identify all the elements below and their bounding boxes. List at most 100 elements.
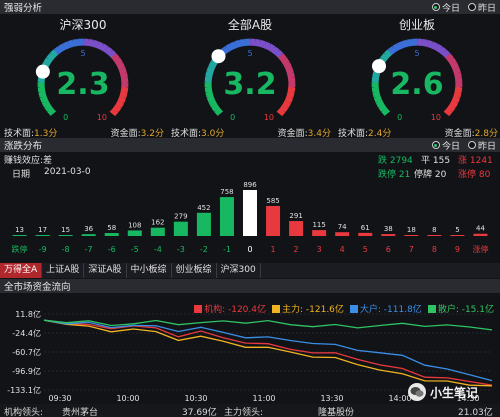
gauge-name: 沪深300 [59, 18, 107, 32]
gauge-arc-segment [225, 43, 234, 53]
date-label: 日期 [12, 170, 31, 180]
limit-down-count: 跌停 21 [378, 170, 411, 180]
gauge-arc-segment [38, 90, 47, 98]
gauge-arc-segment [285, 66, 294, 75]
index-tab[interactable]: 上证A股 [42, 263, 85, 278]
gauge-arc-segment [279, 103, 289, 113]
gauge-dial: 2.3 0 5 10 [35, 38, 129, 122]
gauge-arc-segment [454, 86, 463, 93]
gauge-arc-segment [211, 103, 221, 112]
gauge-arc-segment [39, 95, 49, 103]
gauge-arc-segment [392, 43, 401, 53]
dist-bar [450, 235, 465, 236]
legend-item: 散户: -15.1亿 [427, 302, 494, 315]
tech-score: 技术面:1.3分 [4, 126, 57, 139]
gauge-arc-segment [396, 41, 405, 50]
fund-value: 2.8分 [474, 129, 498, 139]
gauge-arc-segment [274, 49, 284, 59]
inst-lead-stock[interactable]: 贵州茅台 [62, 408, 99, 417]
radio-yesterday-dot[interactable] [467, 3, 476, 11]
gauge-arc-segment [371, 76, 380, 83]
legend-label: 大户: -111.8亿 [359, 305, 422, 315]
radio-yesterday[interactable]: 昨日 [467, 139, 496, 152]
gauge-arc-segment [107, 49, 117, 59]
watermark: 小生笔记 [408, 383, 478, 401]
dist-bar [173, 221, 188, 236]
gauge-arc-segment [284, 95, 294, 104]
gauge-min-label: 0 [230, 113, 235, 122]
gauge-arc-segment [387, 46, 397, 55]
tech-label: 技术面: [171, 129, 202, 139]
gauge-arc-segment [282, 99, 292, 108]
radio-today-dot[interactable] [431, 141, 440, 149]
distribution-chart: 13跌停17-915-836-758-6108-5162-4279-3452-2… [12, 181, 489, 254]
gauge-arc-segment [283, 62, 293, 71]
gauge-mid-label: 5 [414, 49, 419, 58]
flow-series-line [43, 319, 493, 331]
index-tab[interactable]: 深证A股 [84, 263, 127, 278]
inst-lead-label: 机构领头: [4, 408, 44, 417]
gauge-arc-segment [62, 41, 71, 50]
tech-value: 2.4分 [368, 129, 392, 139]
distribution-title: 涨跌分布 [4, 141, 43, 152]
gauge-arc-segment [434, 43, 443, 53]
index-tab[interactable]: 中小板综 [127, 263, 172, 278]
radio-today-label: 今日 [441, 141, 460, 152]
dist-bar [243, 190, 257, 236]
gauge-arc-segment [116, 62, 126, 71]
radio-today[interactable]: 今日 [431, 139, 460, 152]
effect-label: 赚钱效应:差 [4, 156, 53, 166]
index-tab[interactable]: 万得全A [0, 263, 43, 278]
tech-value: 3.0分 [201, 129, 225, 139]
dist-bar-value: 8 [432, 226, 436, 234]
dist-bar-value: 5 [455, 226, 459, 234]
dist-bar-value: 452 [197, 204, 210, 212]
gauge-arc-segment [208, 61, 217, 70]
dist-bar-value: 108 [128, 221, 141, 229]
main-lead-stock[interactable]: 隆基股份 [318, 408, 355, 417]
gauge-arc-segment [41, 99, 51, 108]
gauge-scores: 技术面:3.0分 资金面:3.4分 [171, 126, 331, 139]
dist-bar [12, 235, 27, 236]
radio-yesterday[interactable]: 昨日 [467, 1, 496, 14]
gauge-arc-segment [267, 43, 276, 53]
dist-bar [35, 235, 50, 236]
gauge-arc-segment [204, 76, 213, 83]
index-tab[interactable]: 创业板综 [172, 263, 217, 278]
gauge-arc-segment [53, 46, 63, 55]
dist-bar [289, 221, 304, 236]
legend-item: 机构: -120.4亿 [194, 302, 266, 315]
dist-category-label: -8 [62, 245, 70, 254]
gauge-arc-segment [239, 38, 247, 47]
gauge-name: 全部A股 [227, 18, 273, 32]
gauge-arc-segment [46, 53, 56, 62]
gauge-arc-segment [258, 39, 266, 49]
dist-category-label: 涨停 [472, 244, 488, 254]
gauge-arc-segment [113, 57, 123, 66]
dist-category-label: 3 [317, 245, 322, 254]
radio-yesterday-label: 昨日 [477, 3, 496, 14]
gauge-scores: 技术面:2.4分 资金面:2.8分 [338, 126, 498, 139]
radio-today[interactable]: 今日 [431, 1, 460, 14]
tech-score: 技术面:3.0分 [171, 126, 224, 139]
gauge-arc-segment [421, 38, 428, 47]
gauge-arc-segment [406, 38, 414, 47]
gauge-arc-segment [119, 91, 128, 99]
dist-bar-value: 13 [15, 226, 24, 234]
gauge-min-label: 0 [397, 113, 402, 122]
gauge-max-label: 10 [264, 113, 274, 122]
dist-category-label: -3 [177, 245, 185, 254]
gauge-arc-segment [205, 90, 214, 98]
radio-today-dot[interactable] [431, 3, 440, 11]
dist-bar-value: 291 [289, 212, 302, 220]
flow-x-tick: 13:30 [320, 394, 343, 403]
gauge-arc-segment [277, 53, 287, 63]
radio-yesterday-dot[interactable] [467, 141, 476, 149]
dist-category-label: -9 [39, 245, 47, 254]
gauge-mid-label: 5 [247, 49, 252, 58]
index-tab[interactable]: 沪深300 [217, 263, 261, 278]
flow-x-tick: 11:00 [252, 394, 275, 403]
legend-swatch [272, 304, 280, 313]
dist-bar [58, 235, 73, 236]
dist-category-label: -4 [154, 245, 162, 254]
